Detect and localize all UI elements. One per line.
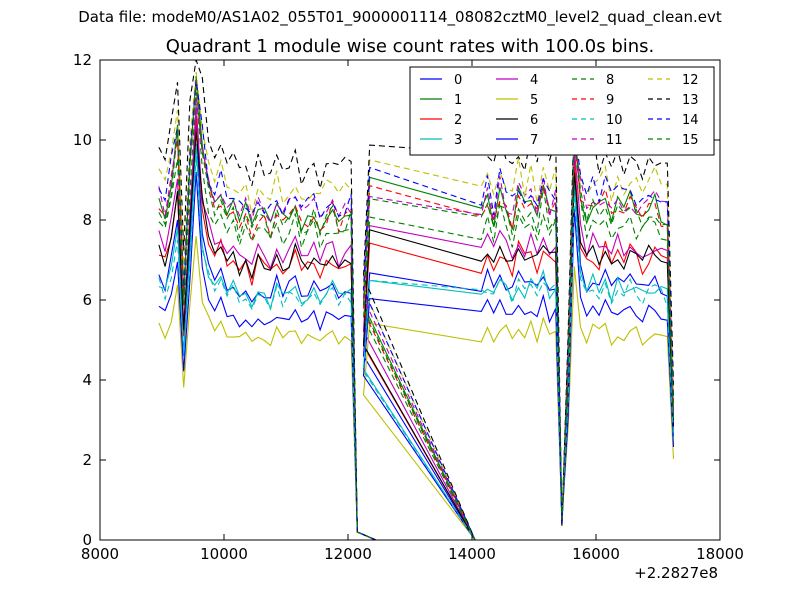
series-line-3 [158,143,675,540]
series-line-8 [158,91,675,540]
series-line-5 [158,235,675,540]
legend-label-4: 4 [530,73,538,88]
series-line-4 [158,103,675,540]
legend-label-15: 15 [682,133,699,148]
x-axis-offset-label: +2.2827e8 [634,564,718,582]
series-line-10 [158,155,675,540]
series-line-1 [158,75,675,540]
series-line-7 [158,171,675,540]
y-tick-label: 10 [73,131,92,149]
legend-label-14: 14 [682,113,699,128]
series-line-6 [158,131,675,540]
legend-label-10: 10 [606,113,623,128]
x-tick-label: 8000 [81,545,119,563]
y-tick-label: 0 [82,531,92,549]
legend-label-5: 5 [530,93,538,108]
x-tick-label: 18000 [696,545,744,563]
x-tick-label: 16000 [572,545,620,563]
legend-box [409,66,715,156]
series-line-14 [158,79,675,540]
y-tick-label: 2 [82,451,92,469]
legend-label-8: 8 [606,73,614,88]
chart-title: Quadrant 1 module wise count rates with … [165,36,655,57]
y-tick-label: 6 [82,291,92,309]
legend-label-7: 7 [530,133,538,148]
legend-label-0: 0 [454,73,462,88]
legend-label-12: 12 [682,73,699,88]
series-line-0 [158,123,675,540]
x-tick-label: 14000 [448,545,496,563]
y-tick-label: 4 [82,371,92,389]
legend-label-9: 9 [606,93,614,108]
y-tick-label: 8 [82,211,92,229]
legend-label-2: 2 [454,113,462,128]
x-tick-label: 10000 [200,545,248,563]
figure-suptitle: Data file: modeM0/AS1A02_055T01_90000011… [78,8,722,26]
y-tick-label: 12 [73,51,92,69]
legend-label-3: 3 [454,133,462,148]
series-line-15 [158,87,675,540]
series-layer [158,60,675,540]
legend-label-6: 6 [530,113,538,128]
legend-label-1: 1 [454,93,462,108]
legend-label-11: 11 [606,133,623,148]
legend-label-13: 13 [682,93,699,108]
series-line-2 [158,115,675,540]
series-line-11 [158,95,675,540]
x-tick-label: 12000 [324,545,372,563]
